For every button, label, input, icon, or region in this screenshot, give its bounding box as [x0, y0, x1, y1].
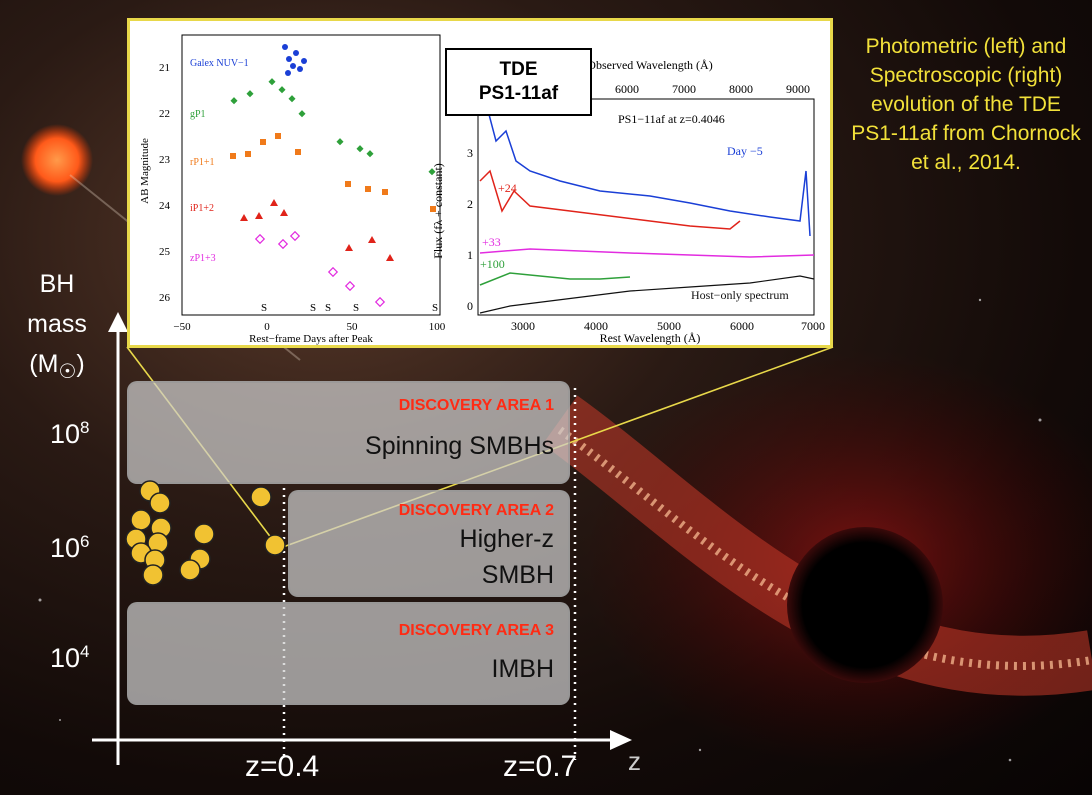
y-axis-unit-close: )	[76, 350, 85, 378]
spec-top-tick: 6000	[615, 82, 639, 96]
tde-dot-ps1-11af	[264, 534, 286, 556]
lc-xtick: 0	[264, 321, 270, 333]
y-axis-unit-open: (M	[29, 350, 59, 378]
spec-ytick: 2	[467, 197, 473, 211]
tde-label-line1: TDE	[499, 59, 538, 80]
spec-label-day-5: Day −5	[727, 144, 763, 158]
lc-series-label: gP1	[190, 109, 206, 120]
lc-series-label: zP1+3	[190, 253, 216, 264]
y-axis-title-line2: mass	[27, 310, 87, 338]
discovery-area-2: DISCOVERY AREA 2 Higher-z SMBH	[288, 490, 570, 597]
tde-label-box: TDE PS1-11af	[445, 48, 592, 116]
lc-ylabel: AB Magnitude	[139, 138, 151, 204]
spec-top-tick: 9000	[786, 82, 810, 96]
lc-series-label: iP1+2	[190, 203, 214, 214]
spec-object-label: PS1−11af at z=0.4046	[618, 112, 725, 126]
discovery-area-1-title: DISCOVERY AREA 1	[398, 397, 554, 414]
spec-ytick: 1	[467, 248, 473, 262]
spec-bottom-tick: 6000	[730, 319, 754, 333]
spec-xlabel: Rest Wavelength (Å)	[600, 331, 701, 345]
lc-series-label: rP1+1	[190, 157, 215, 168]
discovery-area-1-label: Spinning SMBHs	[365, 432, 554, 460]
y-tick-1e4: 104	[50, 642, 90, 673]
lc-ytick: 26	[159, 292, 171, 304]
lc-xtick: 50	[347, 321, 359, 333]
lc-ytick: 21	[159, 62, 170, 74]
lc-ytick: 23	[159, 154, 171, 166]
spectrum-marker: S	[432, 302, 438, 314]
spectrum-marker: S	[310, 302, 316, 314]
tde-dot	[250, 486, 272, 508]
tde-dot	[130, 509, 152, 531]
lc-xtick: −50	[173, 321, 191, 333]
spec-ylabel: Flux (fλ + constant)	[431, 163, 445, 259]
y-axis-title-line3: (M☉)	[12, 350, 102, 384]
spec-ytick: 3	[467, 146, 473, 160]
spec-bottom-tick: 4000	[584, 319, 608, 333]
discovery-area-3-title: DISCOVERY AREA 3	[398, 622, 554, 639]
discovery-area-2-label-line1: Higher-z	[459, 525, 554, 553]
spec-bottom-tick: 5000	[657, 319, 681, 333]
tde-dot	[142, 564, 164, 586]
lc-xlabel: Rest−frame Days after Peak	[249, 333, 373, 345]
spectrum-marker: S	[261, 302, 267, 314]
spec-top-tick: 7000	[672, 82, 696, 96]
inset-panel: 21 22 23 24 25 26 −50 0 50 100 Rest−fram…	[127, 18, 833, 348]
lc-ytick: 22	[159, 108, 170, 120]
spec-label-100: +100	[480, 257, 505, 271]
lc-series-label: Galex NUV−1	[190, 58, 249, 69]
lc-ytick: 24	[159, 200, 171, 212]
solar-symbol-icon: ☉	[58, 361, 77, 383]
y-tick-1e6: 106	[50, 532, 90, 563]
spec-bottom-tick: 7000	[801, 319, 825, 333]
discovery-area-3-label: IMBH	[491, 655, 555, 683]
tde-dot	[149, 492, 171, 514]
tde-label-line2: PS1-11af	[478, 83, 559, 104]
spec-bottom-tick: 3000	[511, 319, 535, 333]
spec-label-host: Host−only spectrum	[691, 288, 789, 302]
discovery-area-1: DISCOVERY AREA 1 Spinning SMBHs	[127, 381, 570, 484]
tde-dot	[179, 559, 201, 581]
inset-plots: 21 22 23 24 25 26 −50 0 50 100 Rest−fram…	[139, 34, 825, 345]
spec-top-title: Observed Wavelength (Å)	[587, 58, 712, 72]
spectrum-marker: S	[325, 302, 331, 314]
spec-label-24: +24	[498, 181, 517, 195]
y-tick-1e8: 108	[50, 418, 90, 449]
spec-top-tick: 8000	[729, 82, 753, 96]
x-tick-z04: z=0.4	[245, 750, 320, 783]
lc-ytick: 25	[159, 246, 171, 258]
x-tick-z07: z=0.7	[503, 750, 578, 783]
discovery-area-2-title: DISCOVERY AREA 2	[398, 502, 554, 519]
discovery-area-3: DISCOVERY AREA 3 IMBH	[127, 602, 570, 705]
spectrum-marker: S	[353, 302, 359, 314]
y-axis-title-line1: BH	[39, 270, 75, 298]
x-axis-title: z	[628, 746, 641, 776]
spec-label-33: +33	[482, 235, 501, 249]
lc-xtick: 100	[429, 321, 446, 333]
discovery-area-2-label-line2: SMBH	[481, 561, 554, 589]
caption-text: Photometric (left) and Spectroscopic (ri…	[851, 35, 1081, 174]
spec-ytick: 0	[467, 299, 473, 313]
tde-dot	[193, 523, 215, 545]
